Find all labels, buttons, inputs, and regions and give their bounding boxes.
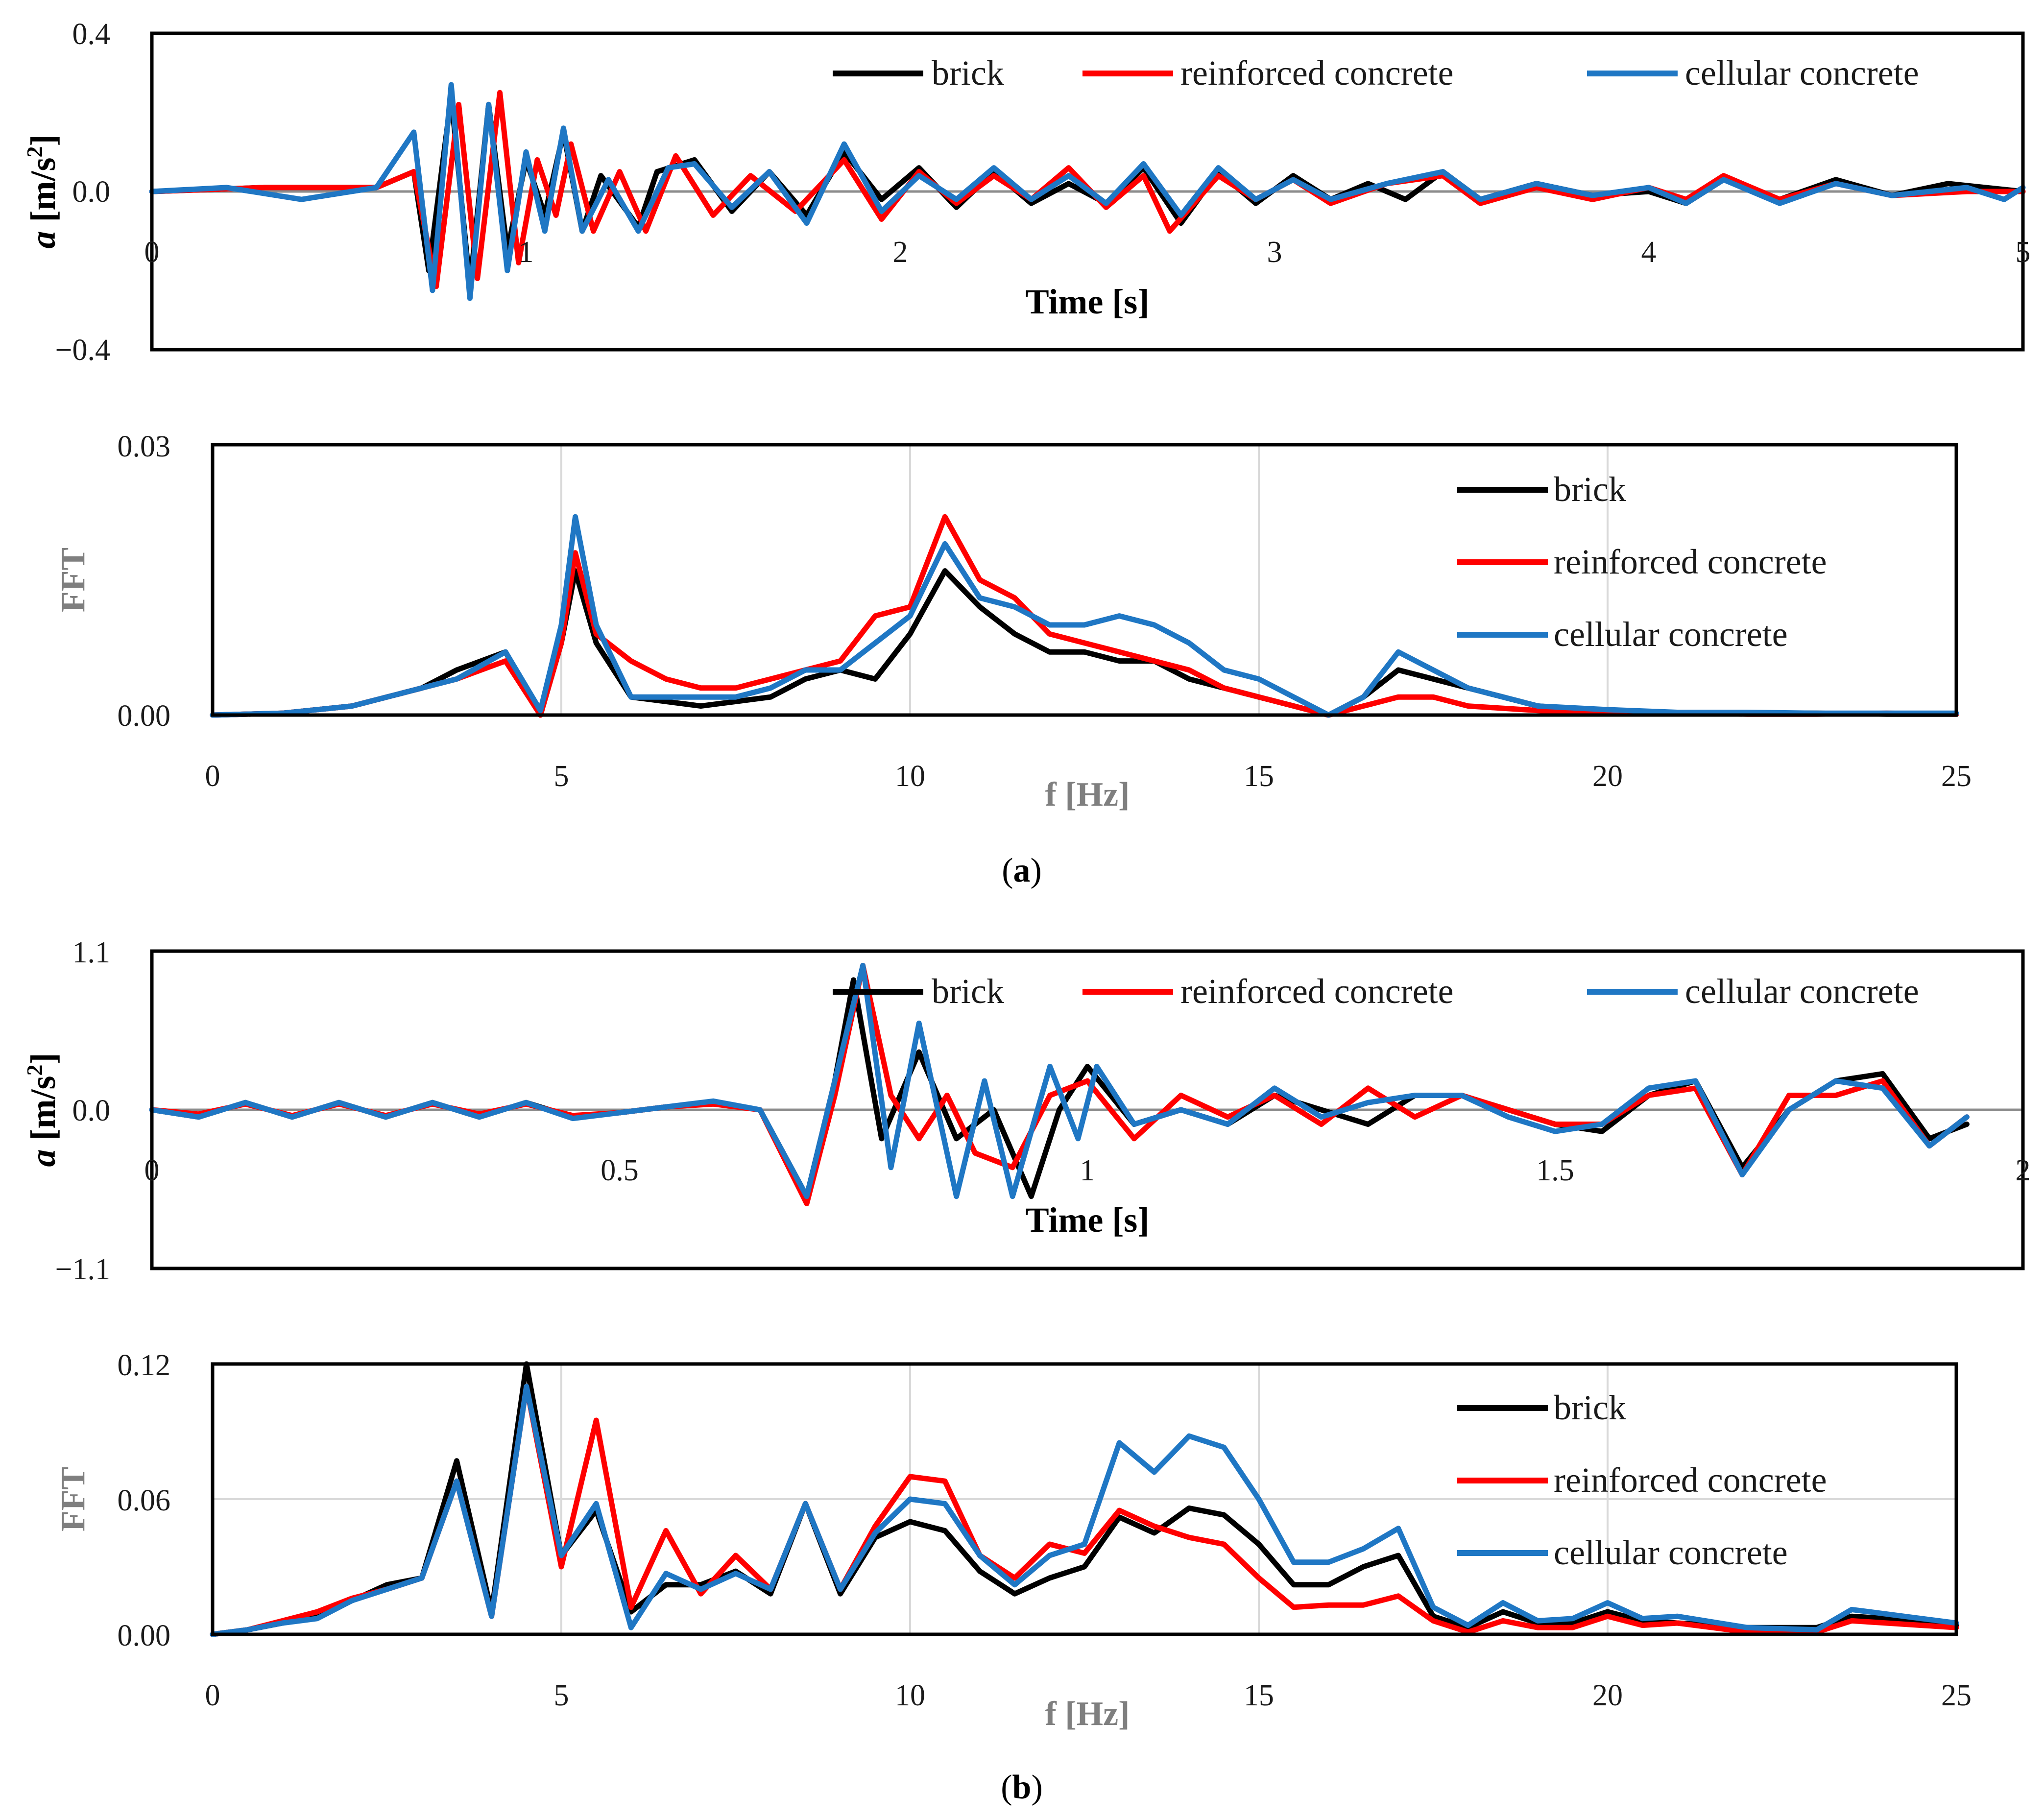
x-tick-label: 10 bbox=[895, 760, 925, 793]
x-tick-label: 5 bbox=[554, 1679, 569, 1712]
x-tick-label: 5 bbox=[554, 760, 569, 793]
chart-a-time: 0.4 0.0 −0.4 0 1 2 3 4 5 Time [s] a [m/s… bbox=[22, 18, 2031, 367]
y-tick-label: 0.12 bbox=[118, 1349, 171, 1382]
x-tick-label: 2 bbox=[2016, 1154, 2031, 1187]
caption-a-open: ( bbox=[1002, 852, 1013, 889]
series-line-reinforced-concrete bbox=[149, 963, 1970, 1206]
x-axis-title: f [Hz] bbox=[1045, 1695, 1130, 1733]
x-tick-label: 15 bbox=[1244, 760, 1274, 793]
x-tick-label: 25 bbox=[1941, 1679, 1972, 1712]
legend-label-brick: brick bbox=[932, 53, 1004, 93]
caption-b-open: ( bbox=[1001, 1769, 1012, 1806]
x-tick-label: 0 bbox=[144, 1154, 160, 1187]
chart-a-fft: 0.03 0.00 0 5 10 15 20 25 f [Hz] FFT bri… bbox=[54, 430, 1972, 813]
chart-b-time: 1.1 0.0 −1.1 0 0.5 1 1.5 2 Time [s] a [m… bbox=[22, 936, 2031, 1286]
series-layer-b-time bbox=[149, 963, 2023, 1206]
x-tick-label: 2 bbox=[893, 236, 908, 269]
plot-frame bbox=[211, 443, 1958, 717]
x-tick-label: 1.5 bbox=[1536, 1154, 1574, 1187]
series-line-cellular-concrete bbox=[149, 963, 1970, 1199]
y-tick-label: 0.00 bbox=[118, 699, 171, 733]
x-tick-label: 4 bbox=[1641, 236, 1657, 269]
x-tick-label: 15 bbox=[1244, 1679, 1274, 1712]
series-layer-a-time bbox=[149, 82, 2026, 301]
series-line-reinforced-concrete bbox=[210, 514, 1959, 718]
y-tick-label: 0.0 bbox=[72, 175, 111, 209]
x-tick-label: 0.5 bbox=[601, 1154, 639, 1187]
series-line-cellular-concrete bbox=[210, 514, 1959, 718]
legend: brick reinforced concrete cellular concr… bbox=[1457, 470, 1827, 654]
y-axis-symbol: a bbox=[24, 231, 63, 248]
y-tick-label: 0.03 bbox=[118, 430, 171, 463]
plot-frame bbox=[211, 1362, 1958, 1636]
y-axis-units-close: ] bbox=[24, 1053, 63, 1065]
y-tick-label: 0.4 bbox=[72, 18, 111, 51]
y-axis-title: a [m/s2] bbox=[22, 135, 63, 249]
caption-a: (a) bbox=[1002, 852, 1042, 889]
x-tick-label: 1 bbox=[519, 236, 534, 269]
legend-label-cellular: cellular concrete bbox=[1554, 1533, 1788, 1572]
y-axis-units: [m/s bbox=[24, 1076, 63, 1141]
y-tick-label: 1.1 bbox=[72, 936, 111, 969]
legend: brick reinforced concrete cellular concr… bbox=[833, 972, 1919, 1011]
x-tick-label: 25 bbox=[1941, 760, 1972, 793]
x-tick-label: 20 bbox=[1592, 1679, 1623, 1712]
series-line-cellular-concrete bbox=[210, 1384, 1959, 1637]
y-axis-title: a [m/s2] bbox=[22, 1053, 63, 1167]
caption-a-letter: a bbox=[1013, 852, 1031, 889]
series-line-cellular-concrete bbox=[149, 82, 2026, 301]
y-tick-label: −0.4 bbox=[55, 334, 110, 367]
y-tick-label: 0.06 bbox=[118, 1484, 171, 1517]
x-axis-title: Time [s] bbox=[1026, 1200, 1150, 1240]
gridlines bbox=[560, 445, 1609, 715]
x-tick-label: 10 bbox=[895, 1679, 925, 1712]
x-tick-label: 20 bbox=[1592, 760, 1623, 793]
legend-label-reinforced: reinforced concrete bbox=[1554, 542, 1827, 581]
legend-label-brick: brick bbox=[1554, 1388, 1626, 1427]
y-axis-units-sup: 2 bbox=[22, 146, 47, 158]
y-tick-label: −1.1 bbox=[55, 1253, 110, 1286]
y-axis-units: [m/s bbox=[24, 158, 63, 222]
x-tick-label: 3 bbox=[1267, 236, 1282, 269]
chart-b-fft: 0.12 0.06 0.00 0 5 10 15 20 25 f [Hz] FF… bbox=[54, 1349, 1972, 1733]
legend-label-reinforced: reinforced concrete bbox=[1180, 53, 1454, 93]
legend-label-cellular: cellular concrete bbox=[1685, 53, 1919, 93]
y-axis-title: FFT bbox=[54, 1467, 92, 1531]
legend: brick reinforced concrete cellular concr… bbox=[1457, 1388, 1827, 1572]
legend-label-brick: brick bbox=[1554, 470, 1626, 509]
x-tick-label: 5 bbox=[2016, 236, 2031, 269]
y-tick-label: 0.00 bbox=[118, 1619, 171, 1652]
series-layer-a-fft bbox=[210, 514, 1959, 718]
plot-frame bbox=[150, 31, 2025, 352]
y-axis-units-sup: 2 bbox=[22, 1065, 47, 1076]
legend: brick reinforced concrete cellular concr… bbox=[833, 53, 1919, 93]
x-tick-label: 0 bbox=[205, 1679, 220, 1712]
plot-frame bbox=[150, 949, 2025, 1270]
caption-a-close: ) bbox=[1031, 852, 1042, 889]
legend-label-reinforced: reinforced concrete bbox=[1554, 1460, 1827, 1500]
series-line-reinforced-concrete bbox=[210, 1384, 1959, 1637]
x-tick-label: 0 bbox=[205, 760, 220, 793]
y-tick-label: 0.0 bbox=[72, 1094, 111, 1127]
x-axis-title: Time [s] bbox=[1026, 282, 1150, 321]
caption-b-close: ) bbox=[1031, 1769, 1042, 1806]
caption-b: (b) bbox=[1001, 1769, 1043, 1806]
x-axis-title: f [Hz] bbox=[1045, 776, 1130, 813]
caption-b-letter: b bbox=[1012, 1769, 1032, 1806]
y-axis-units-close: ] bbox=[24, 135, 63, 146]
y-axis-symbol: a bbox=[24, 1149, 63, 1167]
y-axis-title: FFT bbox=[54, 548, 92, 612]
x-tick-label: 0 bbox=[144, 236, 160, 269]
x-tick-label: 1 bbox=[1080, 1154, 1095, 1187]
legend-label-brick: brick bbox=[932, 972, 1004, 1011]
legend-label-cellular: cellular concrete bbox=[1685, 972, 1919, 1011]
legend-label-cellular: cellular concrete bbox=[1554, 615, 1788, 654]
legend-label-reinforced: reinforced concrete bbox=[1180, 972, 1454, 1011]
series-layer-b-fft bbox=[210, 1361, 1959, 1637]
